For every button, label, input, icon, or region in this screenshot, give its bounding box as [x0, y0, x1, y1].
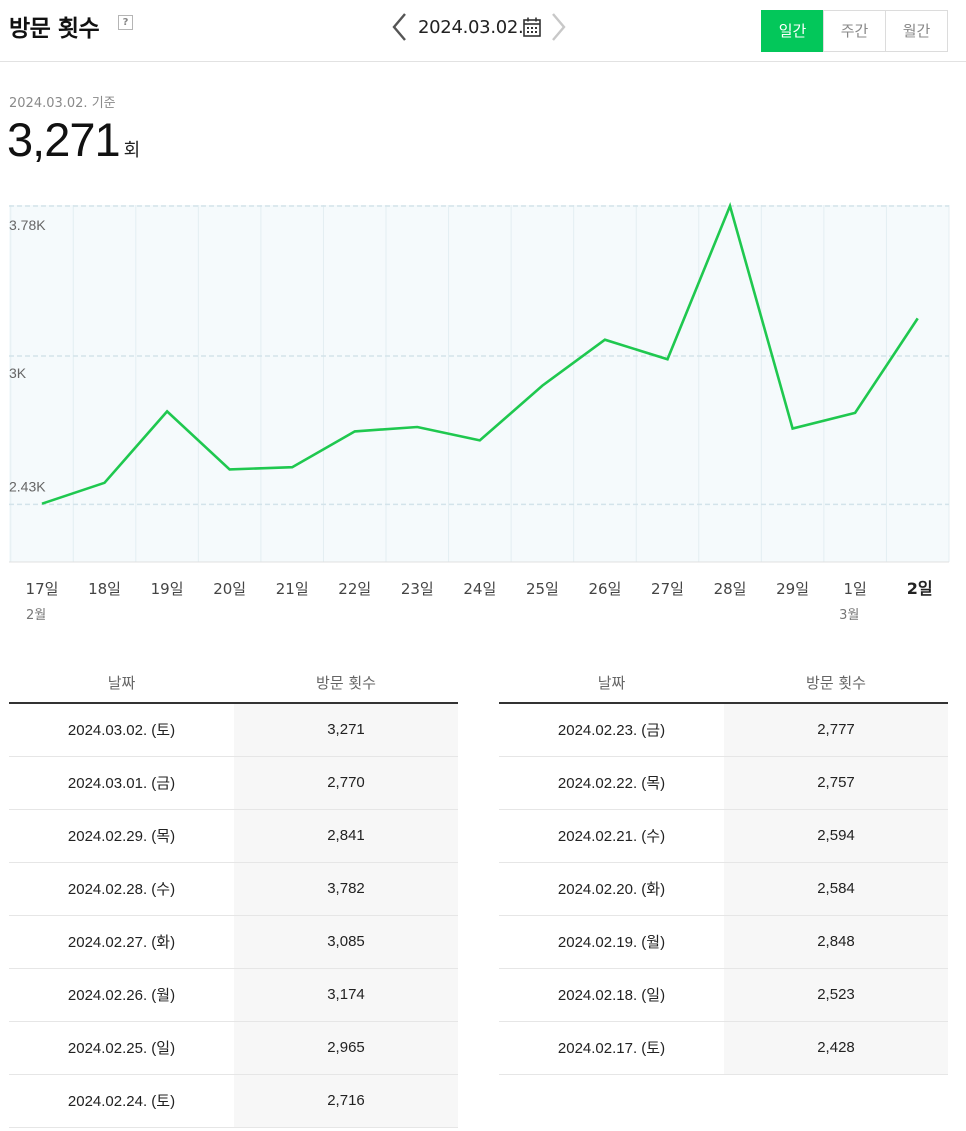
x-tick-label: 18일 [88, 580, 121, 598]
row-count: 2,965 [234, 1021, 458, 1075]
total-unit: 회 [123, 140, 141, 161]
x-tick-label: 2일 [907, 579, 933, 598]
table-row: 2024.02.24. (토) 2,716 [9, 1074, 458, 1128]
row-date: 2024.02.17. (토) [499, 1021, 724, 1075]
row-date: 2024.02.28. (수) [9, 862, 234, 916]
row-count: 2,777 [724, 703, 948, 757]
page-title: 방문 횟수 [9, 16, 100, 42]
row-count: 3,782 [234, 862, 458, 916]
table-row: 2024.02.26. (월) 3,174 [9, 968, 458, 1022]
table-row: 2024.02.18. (일) 2,523 [499, 968, 948, 1022]
basis-date: 2024.03.02. 기준 [9, 96, 116, 111]
col-header-date: 날짜 [9, 662, 234, 704]
chevron-left-icon[interactable] [388, 10, 412, 44]
row-date: 2024.02.18. (일) [499, 968, 724, 1022]
row-date: 2024.03.01. (금) [9, 756, 234, 810]
period-toggle: 일간 주간 월간 [761, 10, 949, 52]
table-row: 2024.03.01. (금) 2,770 [9, 756, 458, 810]
chevron-right-icon[interactable] [546, 10, 570, 44]
tab-weekly[interactable]: 주간 [823, 10, 886, 52]
tab-monthly[interactable]: 월간 [885, 10, 948, 52]
row-date: 2024.02.24. (토) [9, 1074, 234, 1128]
x-tick-label: 17일 [26, 580, 59, 598]
row-count: 2,848 [724, 915, 948, 969]
x-tick-label: 22일 [338, 580, 371, 598]
x-tick-label: 1일 [843, 580, 866, 598]
table-row: 2024.02.29. (목) 2,841 [9, 809, 458, 863]
summary-total: 3,271 회 [7, 112, 140, 167]
series-line [41, 202, 919, 505]
visits-line-chart: 3.78K 3K 2.43K 17일 18일 19일 20일 21일 22일 23일 24일 25일 2… [9, 202, 950, 623]
row-date: 2024.03.02. (토) [9, 703, 234, 757]
row-count: 2,594 [724, 809, 948, 863]
x-tick-label: 21일 [276, 580, 309, 598]
page-header: 방문 횟수 ? 2024.03.02. 일간 주간 월간 [0, 0, 966, 62]
table-row: 2024.02.23. (금) 2,777 [499, 703, 948, 757]
table-row: 2024.02.25. (일) 2,965 [9, 1021, 458, 1075]
row-date: 2024.02.25. (일) [9, 1021, 234, 1075]
month-label: 3월 [839, 608, 859, 623]
row-date: 2024.02.22. (목) [499, 756, 724, 810]
row-date: 2024.02.19. (월) [499, 915, 724, 969]
table-row: 2024.02.21. (수) 2,594 [499, 809, 948, 863]
y-tick-label: 2.43K [9, 478, 46, 494]
table-row: 2024.02.27. (화) 3,085 [9, 915, 458, 969]
col-header-date: 날짜 [499, 662, 724, 704]
x-tick-label: 28일 [714, 580, 747, 598]
row-count: 3,085 [234, 915, 458, 969]
x-tick-label: 23일 [401, 580, 434, 598]
row-date: 2024.02.26. (월) [9, 968, 234, 1022]
row-count: 2,757 [724, 756, 948, 810]
x-tick-label: 25일 [526, 580, 559, 598]
row-date: 2024.02.29. (목) [9, 809, 234, 863]
x-tick-label: 29일 [776, 580, 809, 598]
table-row: 2024.02.19. (월) 2,848 [499, 915, 948, 969]
row-count: 2,841 [234, 809, 458, 863]
visits-table-left: 날짜 방문 횟수 2024.03.02. (토) 3,271 2024.03.01.… [9, 662, 458, 1128]
total-value: 3,271 [7, 113, 121, 166]
row-count: 3,174 [234, 968, 458, 1022]
col-header-count: 방문 횟수 [234, 662, 458, 704]
row-date: 2024.02.21. (수) [499, 809, 724, 863]
x-tick-label: 27일 [651, 580, 684, 598]
tab-daily[interactable]: 일간 [761, 10, 824, 52]
table-row: 2024.02.17. (토) 2,428 [499, 1021, 948, 1075]
current-date: 2024.03.02. [418, 17, 524, 38]
y-tick-label: 3K [9, 365, 27, 381]
visits-table-right: 날짜 방문 횟수 2024.02.23. (금) 2,777 2024.02.22.… [499, 662, 948, 1075]
row-count: 2,770 [234, 756, 458, 810]
row-date: 2024.02.20. (화) [499, 862, 724, 916]
row-count: 3,271 [234, 703, 458, 757]
row-date: 2024.02.27. (화) [9, 915, 234, 969]
calendar-icon[interactable] [522, 16, 542, 38]
row-count: 2,716 [234, 1074, 458, 1128]
y-tick-label: 3.78K [9, 217, 46, 233]
row-date: 2024.02.23. (금) [499, 703, 724, 757]
row-count: 2,584 [724, 862, 948, 916]
x-tick-label: 24일 [463, 580, 496, 598]
x-tick-label: 19일 [151, 580, 184, 598]
help-icon[interactable]: ? [118, 15, 133, 30]
x-tick-label: 26일 [589, 580, 622, 598]
plot-background [9, 205, 949, 562]
table-row: 2024.02.22. (목) 2,757 [499, 756, 948, 810]
x-tick-label: 20일 [213, 580, 246, 598]
table-row: 2024.02.20. (화) 2,584 [499, 862, 948, 916]
row-count: 2,428 [724, 1021, 948, 1075]
month-label: 2월 [26, 608, 46, 623]
table-row: 2024.02.28. (수) 3,782 [9, 862, 458, 916]
col-header-count: 방문 횟수 [724, 662, 948, 704]
row-count: 2,523 [724, 968, 948, 1022]
table-row: 2024.03.02. (토) 3,271 [9, 703, 458, 757]
